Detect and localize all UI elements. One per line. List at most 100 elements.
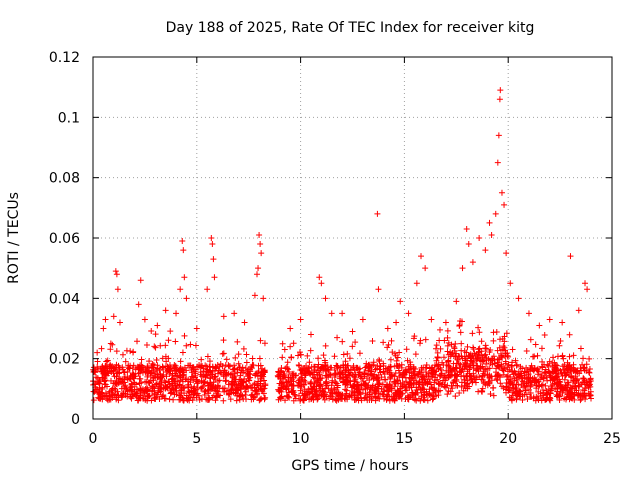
data-point	[479, 372, 486, 379]
data-point	[556, 342, 563, 349]
data-point	[102, 390, 109, 397]
data-point	[227, 396, 234, 403]
data-point	[375, 286, 382, 293]
data-point	[509, 346, 516, 353]
data-point	[407, 365, 414, 372]
data-point	[553, 367, 560, 374]
data-point	[530, 367, 537, 374]
data-point	[298, 374, 305, 381]
data-point	[376, 390, 383, 397]
data-point	[521, 368, 528, 375]
data-point	[285, 368, 292, 375]
data-point	[342, 386, 349, 393]
data-point	[152, 331, 159, 338]
data-point	[515, 381, 522, 388]
data-point	[456, 368, 463, 375]
data-point	[525, 310, 532, 317]
data-point	[349, 343, 356, 350]
data-point	[586, 379, 593, 386]
data-point	[307, 381, 314, 388]
data-point	[102, 381, 109, 388]
data-point	[549, 368, 556, 375]
data-point	[481, 380, 488, 387]
data-point	[148, 369, 155, 376]
data-point	[421, 396, 428, 403]
data-point	[382, 376, 389, 383]
data-point	[529, 366, 536, 373]
data-point	[110, 365, 117, 372]
data-point	[207, 380, 214, 387]
data-point	[309, 371, 316, 378]
data-point	[159, 363, 166, 370]
data-point	[333, 362, 340, 369]
data-point	[354, 381, 361, 388]
data-point	[172, 367, 179, 374]
data-point	[110, 313, 117, 320]
data-point	[412, 390, 419, 397]
data-point	[154, 371, 161, 378]
data-point	[374, 386, 381, 393]
data-point	[424, 397, 431, 404]
data-point	[410, 377, 417, 384]
data-point	[461, 376, 468, 383]
data-point	[444, 348, 451, 355]
data-point	[234, 366, 241, 373]
data-point	[434, 353, 441, 360]
data-point	[575, 307, 582, 314]
data-point	[527, 390, 534, 397]
data-point	[493, 365, 500, 372]
data-point	[315, 361, 322, 368]
data-point	[321, 396, 328, 403]
data-point	[260, 295, 267, 302]
data-point	[419, 385, 426, 392]
data-point	[561, 369, 568, 376]
data-point	[318, 280, 325, 287]
data-point	[240, 395, 247, 402]
data-point	[251, 292, 258, 299]
data-point	[308, 396, 315, 403]
data-point	[283, 385, 290, 392]
data-point	[442, 319, 449, 326]
data-point	[254, 271, 261, 278]
data-point	[166, 396, 173, 403]
data-point	[362, 385, 369, 392]
data-point	[297, 351, 304, 358]
data-point	[176, 392, 183, 399]
data-point	[435, 361, 442, 368]
data-point	[380, 339, 387, 346]
data-point	[418, 253, 425, 260]
data-point	[478, 338, 485, 345]
data-point	[177, 365, 184, 372]
data-point	[453, 350, 460, 357]
data-point	[365, 364, 372, 371]
data-point	[333, 380, 340, 387]
data-point	[261, 340, 268, 347]
data-point	[463, 349, 470, 356]
data-point	[111, 373, 118, 380]
data-point	[423, 364, 430, 371]
data-point	[125, 364, 132, 371]
data-point	[126, 387, 133, 394]
data-point	[202, 387, 209, 394]
data-point	[376, 380, 383, 387]
data-point	[501, 333, 508, 340]
data-point	[179, 238, 186, 245]
data-point	[163, 358, 170, 365]
data-point	[122, 358, 129, 365]
data-point	[583, 361, 590, 368]
data-point	[547, 390, 554, 397]
data-point	[580, 355, 587, 362]
data-point	[208, 235, 215, 241]
data-point	[521, 391, 528, 398]
data-point	[403, 383, 410, 390]
data-point	[559, 352, 566, 359]
data-point	[440, 354, 447, 361]
data-point	[509, 367, 516, 374]
data-point	[569, 374, 576, 381]
data-point	[585, 369, 592, 376]
data-point	[129, 371, 136, 378]
data-point	[310, 374, 317, 381]
y-tick-label: 0.06	[49, 231, 80, 247]
data-point	[563, 381, 570, 388]
data-point	[573, 367, 580, 374]
